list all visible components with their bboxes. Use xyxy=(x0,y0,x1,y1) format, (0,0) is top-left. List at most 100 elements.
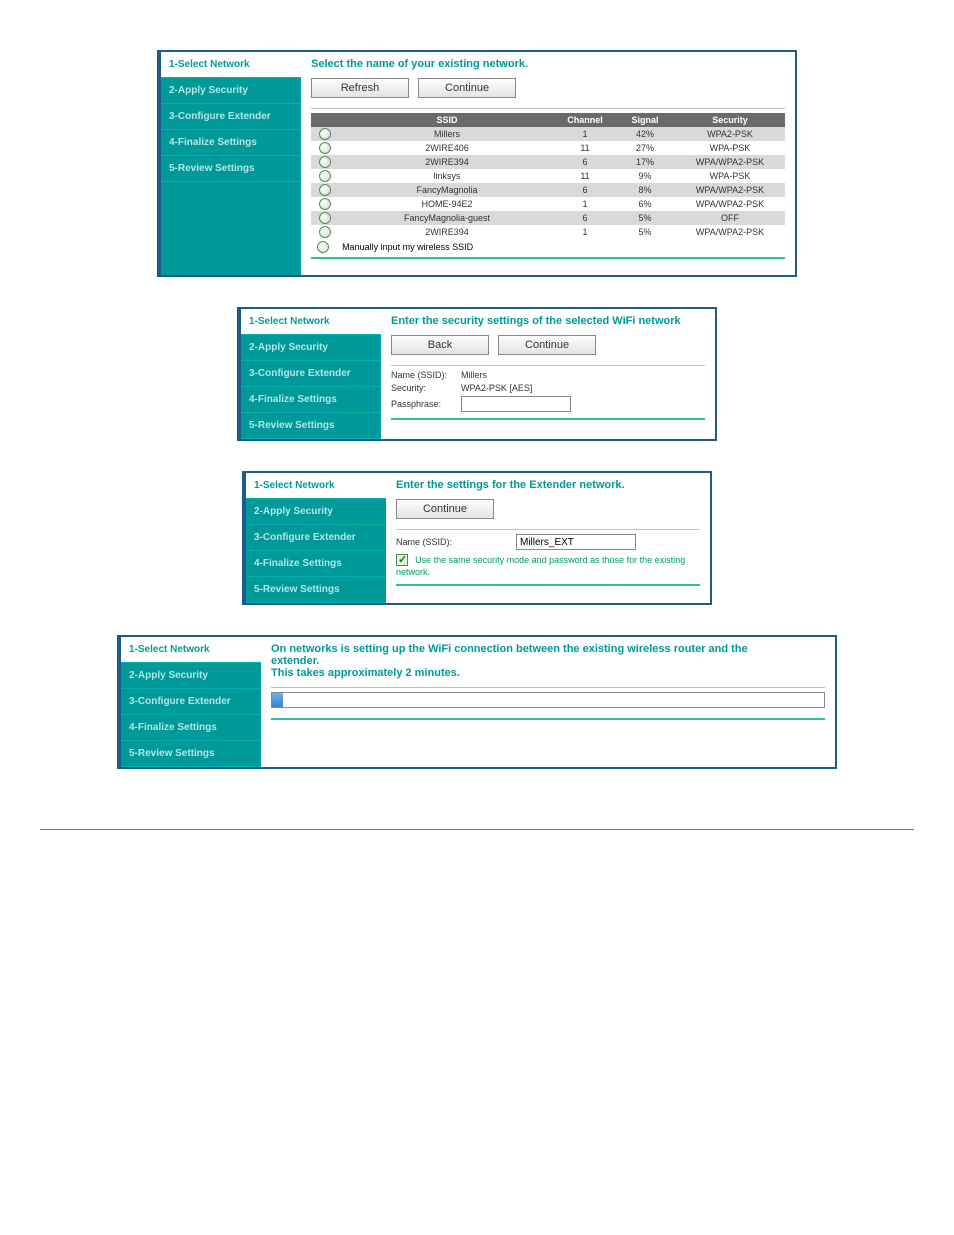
sidebar-item-configure-extender[interactable]: 3-Configure Extender xyxy=(241,361,381,387)
table-row[interactable]: 2WIRE39415%WPA/WPA2-PSK xyxy=(311,225,785,239)
content-area: Enter the settings for the Extender netw… xyxy=(386,473,710,603)
sidebar-item-review-settings[interactable]: 5-Review Settings xyxy=(161,156,301,182)
manual-ssid-label: Manually input my wireless SSID xyxy=(342,242,473,252)
cell-ssid: 2WIRE406 xyxy=(339,141,555,155)
sidebar-item-apply-security[interactable]: 2-Apply Security xyxy=(246,499,386,525)
panel-configure-extender: 1-Select Network 2-Apply Security 3-Conf… xyxy=(242,471,712,605)
sidebar-item-apply-security[interactable]: 2-Apply Security xyxy=(121,663,261,689)
cell-signal: 6% xyxy=(615,197,675,211)
table-row[interactable]: Millers142%WPA2-PSK xyxy=(311,127,785,141)
cell-signal: 8% xyxy=(615,183,675,197)
cell-signal: 5% xyxy=(615,225,675,239)
cell-signal: 42% xyxy=(615,127,675,141)
content-area: Select the name of your existing network… xyxy=(301,52,795,275)
radio-network[interactable] xyxy=(319,212,331,224)
page-heading: On networks is setting up the WiFi conne… xyxy=(271,643,825,679)
cell-channel: 1 xyxy=(555,197,615,211)
sidebar-item-configure-extender[interactable]: 3-Configure Extender xyxy=(246,525,386,551)
network-table: SSID Channel Signal Security Millers142%… xyxy=(311,113,785,239)
sidebar-item-apply-security[interactable]: 2-Apply Security xyxy=(161,78,301,104)
sidebar: 1-Select Network 2-Apply Security 3-Conf… xyxy=(246,473,386,603)
continue-button[interactable]: Continue xyxy=(498,335,596,355)
page-heading: Enter the settings for the Extender netw… xyxy=(396,479,700,491)
radio-network[interactable] xyxy=(319,156,331,168)
table-row[interactable]: linksys119%WPA-PSK xyxy=(311,169,785,183)
cell-channel: 6 xyxy=(555,211,615,225)
sidebar-item-apply-security[interactable]: 2-Apply Security xyxy=(241,335,381,361)
col-ssid: SSID xyxy=(339,113,555,127)
cell-signal: 27% xyxy=(615,141,675,155)
radio-network[interactable] xyxy=(319,142,331,154)
sidebar: 1-Select Network 2-Apply Security 3-Conf… xyxy=(241,309,381,439)
cell-ssid: 2WIRE394 xyxy=(339,225,555,239)
cell-security: WPA-PSK xyxy=(675,141,785,155)
continue-button[interactable]: Continue xyxy=(396,499,494,519)
cell-channel: 6 xyxy=(555,183,615,197)
radio-network[interactable] xyxy=(319,198,331,210)
ssid-label: Name (SSID): xyxy=(391,370,461,380)
page-heading: Enter the security settings of the selec… xyxy=(391,315,705,327)
cell-signal: 17% xyxy=(615,155,675,169)
cell-security: WPA2-PSK xyxy=(675,127,785,141)
col-radio xyxy=(311,113,339,127)
radio-network[interactable] xyxy=(319,226,331,238)
col-security: Security xyxy=(675,113,785,127)
sidebar-item-configure-extender[interactable]: 3-Configure Extender xyxy=(161,104,301,130)
cell-signal: 5% xyxy=(615,211,675,225)
cell-security: WPA/WPA2-PSK xyxy=(675,183,785,197)
table-row[interactable]: 2WIRE394617%WPA/WPA2-PSK xyxy=(311,155,785,169)
cell-channel: 11 xyxy=(555,141,615,155)
table-row[interactable]: FancyMagnolia-guest65%OFF xyxy=(311,211,785,225)
cell-security: WPA/WPA2-PSK xyxy=(675,155,785,169)
radio-network[interactable] xyxy=(319,184,331,196)
page-footer-divider xyxy=(40,829,914,830)
sidebar-item-select-network[interactable]: 1-Select Network xyxy=(246,473,386,499)
passphrase-input[interactable] xyxy=(461,396,571,412)
cell-ssid: FancyMagnolia xyxy=(339,183,555,197)
table-row[interactable]: FancyMagnolia68%WPA/WPA2-PSK xyxy=(311,183,785,197)
content-area: Enter the security settings of the selec… xyxy=(381,309,715,439)
table-row[interactable]: HOME-94E216%WPA/WPA2-PSK xyxy=(311,197,785,211)
panel-finalize-settings: 1-Select Network 2-Apply Security 3-Conf… xyxy=(117,635,837,769)
sidebar-item-configure-extender[interactable]: 3-Configure Extender xyxy=(121,689,261,715)
progress-bar xyxy=(271,692,825,708)
sidebar: 1-Select Network 2-Apply Security 3-Conf… xyxy=(121,637,261,767)
sidebar: 1-Select Network 2-Apply Security 3-Conf… xyxy=(161,52,301,275)
sidebar-item-select-network[interactable]: 1-Select Network xyxy=(121,637,261,663)
cell-security: OFF xyxy=(675,211,785,225)
sidebar-item-finalize-settings[interactable]: 4-Finalize Settings xyxy=(121,715,261,741)
sidebar-item-finalize-settings[interactable]: 4-Finalize Settings xyxy=(241,387,381,413)
cell-channel: 1 xyxy=(555,127,615,141)
radio-network[interactable] xyxy=(319,128,331,140)
extender-ssid-input[interactable] xyxy=(516,534,636,550)
passphrase-label: Passphrase: xyxy=(391,399,461,409)
sidebar-item-review-settings[interactable]: 5-Review Settings xyxy=(241,413,381,439)
ssid-value: Millers xyxy=(461,370,487,380)
page-heading: Select the name of your existing network… xyxy=(311,58,785,70)
table-row[interactable]: 2WIRE4061127%WPA-PSK xyxy=(311,141,785,155)
content-area: On networks is setting up the WiFi conne… xyxy=(261,637,835,767)
sidebar-item-finalize-settings[interactable]: 4-Finalize Settings xyxy=(161,130,301,156)
continue-button[interactable]: Continue xyxy=(418,78,516,98)
sidebar-item-select-network[interactable]: 1-Select Network xyxy=(161,52,301,78)
cell-ssid: 2WIRE394 xyxy=(339,155,555,169)
cell-security: WPA/WPA2-PSK xyxy=(675,225,785,239)
cell-ssid: HOME-94E2 xyxy=(339,197,555,211)
sidebar-item-select-network[interactable]: 1-Select Network xyxy=(241,309,381,335)
cell-ssid: Millers xyxy=(339,127,555,141)
col-channel: Channel xyxy=(555,113,615,127)
panel-select-network: 1-Select Network 2-Apply Security 3-Conf… xyxy=(157,50,797,277)
back-button[interactable]: Back xyxy=(391,335,489,355)
same-security-checkbox[interactable] xyxy=(396,554,408,566)
sidebar-item-finalize-settings[interactable]: 4-Finalize Settings xyxy=(246,551,386,577)
refresh-button[interactable]: Refresh xyxy=(311,78,409,98)
progress-fill xyxy=(272,693,283,707)
sidebar-item-review-settings[interactable]: 5-Review Settings xyxy=(121,741,261,767)
cell-ssid: FancyMagnolia-guest xyxy=(339,211,555,225)
panel-apply-security: 1-Select Network 2-Apply Security 3-Conf… xyxy=(237,307,717,441)
radio-manual-ssid[interactable] xyxy=(317,241,329,253)
cell-channel: 11 xyxy=(555,169,615,183)
cell-channel: 1 xyxy=(555,225,615,239)
sidebar-item-review-settings[interactable]: 5-Review Settings xyxy=(246,577,386,603)
radio-network[interactable] xyxy=(319,170,331,182)
